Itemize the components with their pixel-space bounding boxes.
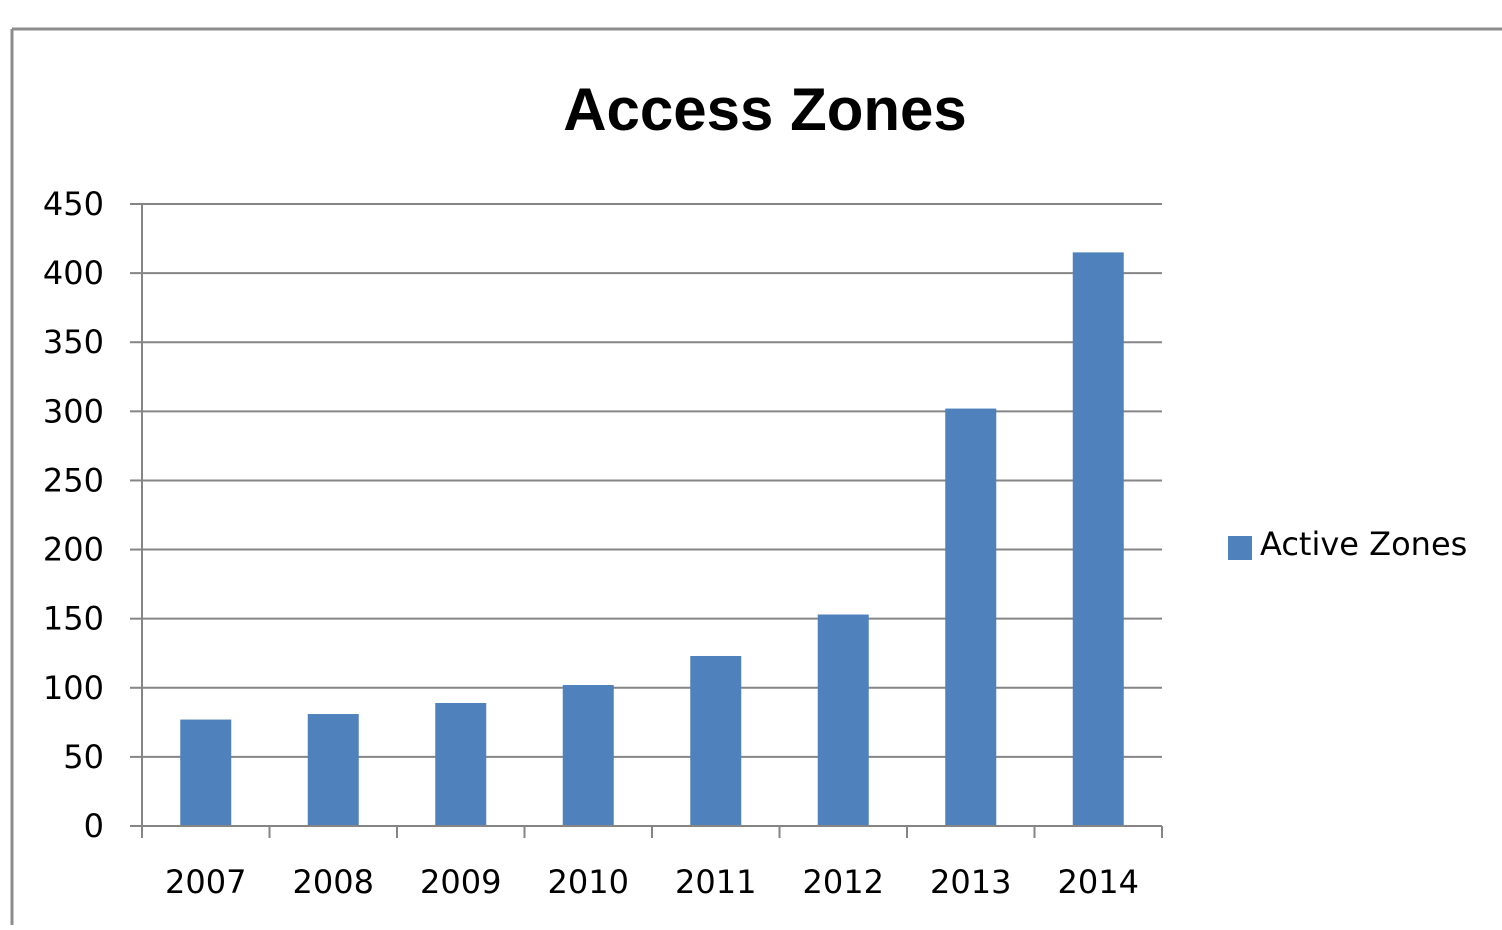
bars xyxy=(180,252,1124,826)
y-tick-label-350: 350 xyxy=(43,323,104,361)
x-tick-label-2011: 2011 xyxy=(675,863,756,901)
bar-2012 xyxy=(817,614,869,826)
y-tick-label-400: 400 xyxy=(43,254,104,292)
gridlines xyxy=(142,203,1162,758)
x-tick-label-2013: 2013 xyxy=(930,863,1011,901)
x-tick-label-2007: 2007 xyxy=(165,863,246,901)
y-tick-label-200: 200 xyxy=(43,531,104,569)
x-tick-label-2012: 2012 xyxy=(803,863,884,901)
chart-title: Access Zones xyxy=(563,76,967,143)
y-tick-label-150: 150 xyxy=(43,600,104,638)
x-tick-label-2009: 2009 xyxy=(420,863,501,901)
y-axis-ticks: 0 50 100 150 200 250 300 350 400 450 xyxy=(43,185,142,845)
y-tick-label-0: 0 xyxy=(84,807,104,845)
x-tick-label-2010: 2010 xyxy=(548,863,629,901)
legend-swatch-active-zones xyxy=(1228,536,1252,560)
bar-2011 xyxy=(690,655,742,826)
x-tick-label-2014: 2014 xyxy=(1058,863,1139,901)
y-tick-label-300: 300 xyxy=(43,392,104,430)
bar-2009 xyxy=(435,702,487,826)
legend-label-active-zones: Active Zones xyxy=(1260,525,1467,563)
legend: Active Zones xyxy=(1228,525,1467,563)
y-tick-label-100: 100 xyxy=(43,669,104,707)
axes xyxy=(141,204,1162,827)
bar-2007 xyxy=(180,719,232,826)
bar-2013 xyxy=(945,408,997,826)
bar-2008 xyxy=(307,714,359,826)
y-tick-label-450: 450 xyxy=(43,185,104,223)
y-tick-label-50: 50 xyxy=(63,738,104,776)
y-tick-label-250: 250 xyxy=(43,461,104,499)
x-tick-label-2008: 2008 xyxy=(293,863,374,901)
bar-2014 xyxy=(1072,252,1124,826)
x-axis-ticks: 2007 2008 2009 2010 2011 2012 2013 2014 xyxy=(141,826,1163,901)
bar-2010 xyxy=(562,685,614,826)
